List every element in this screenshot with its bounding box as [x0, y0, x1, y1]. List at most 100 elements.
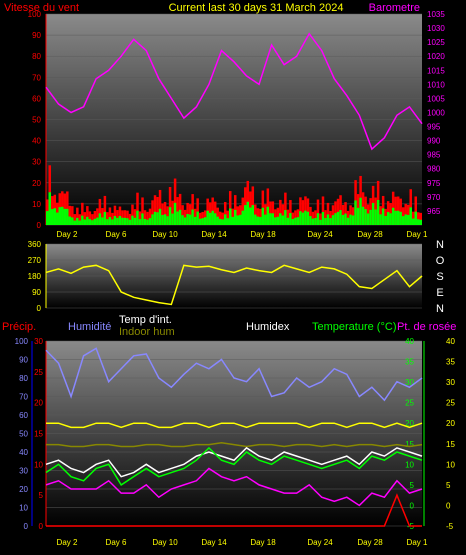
wind-tick-label: 80: [32, 52, 41, 61]
day-tick-label: Day 2: [57, 230, 78, 239]
wind-speed-bar: [108, 207, 112, 225]
wind-avg-bar: [379, 214, 382, 225]
barometer-tick-label: 975: [427, 179, 441, 188]
barometer-tick-label: 1025: [427, 38, 445, 47]
wind-speed-bar: [88, 211, 92, 225]
wind-avg-bar: [148, 218, 152, 225]
day-tick-label: Day 28: [357, 230, 383, 239]
wind-speed-bar: [314, 210, 317, 225]
wind-avg-bar: [304, 210, 307, 225]
precip-tick-label: 20: [34, 399, 43, 408]
wind-tick-label: 100: [28, 10, 42, 19]
wind-avg-bar: [326, 214, 330, 225]
wind-speed-bar: [344, 202, 347, 225]
wind-speed-bar: [324, 210, 327, 225]
wind-speed-label: Vitesse du vent: [4, 2, 79, 14]
wind-speed-bar: [128, 213, 132, 225]
wind-speed-bar: [143, 210, 147, 225]
temp-tick-label-inner: 0: [410, 501, 415, 510]
wind-avg-bar: [193, 216, 197, 225]
wind-avg-bar: [371, 202, 375, 225]
wind-avg-bar: [183, 217, 187, 225]
wind-speed-bar: [221, 212, 224, 225]
precip-line: [46, 493, 422, 527]
wind-avg-bar: [241, 210, 245, 225]
wind-speed-bar: [163, 202, 167, 225]
wind-speed-bar: [148, 208, 152, 225]
wind-avg-bar: [136, 210, 139, 225]
compass-letter: S: [436, 271, 443, 283]
precip-tick-label: 15: [34, 430, 43, 439]
wind-speed-bar: [138, 211, 142, 225]
direction-tick-label: 360: [28, 240, 42, 249]
wind-avg-bar: [123, 217, 127, 225]
wind-avg-bar: [211, 210, 214, 225]
wind-speed-bar: [419, 212, 422, 225]
wind-speed-bar: [111, 212, 114, 225]
wind-avg-bar: [216, 216, 219, 225]
humidity-tick-label: 100: [15, 337, 29, 346]
wind-avg-bar: [66, 208, 69, 225]
wind-avg-bar: [73, 220, 77, 225]
wind-speed-bar: [168, 187, 172, 225]
day-tick-label: Day 1: [407, 230, 428, 239]
wind-avg-bar: [419, 219, 422, 225]
chart-title: Current last 30 days 31 March 2024: [169, 2, 344, 14]
wind-speed-bar: [279, 199, 282, 225]
wind-avg-bar: [236, 215, 240, 225]
wind-avg-bar: [156, 212, 159, 225]
wind-avg-bar: [291, 218, 295, 225]
wind-avg-bar: [198, 218, 202, 225]
temp-tick-label-outer: 10: [446, 460, 455, 469]
wind-avg-bar: [404, 214, 407, 225]
wind-avg-bar: [121, 217, 124, 225]
direction-tick-label: 0: [37, 304, 42, 313]
wind-avg-bar: [133, 217, 137, 225]
wind-speed-bar: [281, 204, 285, 225]
temp-in-line: [46, 422, 423, 429]
indoor-hum-label: Indoor hum: [119, 326, 175, 338]
barometer-tick-label: 965: [427, 207, 441, 216]
wind-speed-bar: [173, 178, 177, 225]
wind-speed-bar: [294, 210, 297, 225]
indoor-hum-line: [46, 441, 423, 448]
wind-speed-bar: [223, 202, 227, 225]
temp-tick-label-outer: 0: [446, 501, 451, 510]
wind-speed-bar: [309, 206, 312, 225]
wind-avg-bar: [284, 210, 287, 225]
wind-avg-bar: [249, 207, 252, 225]
day-tick-label: Day 2: [57, 538, 78, 547]
wind-avg-bar: [289, 213, 292, 225]
wind-avg-bar: [391, 207, 395, 225]
wind-avg-bar: [151, 214, 154, 225]
day-tick-label: Day 10: [152, 230, 178, 239]
wind-avg-bar: [344, 213, 347, 225]
wind-speed-bar: [411, 211, 415, 225]
wind-speed-bar: [218, 211, 222, 225]
wind-speed-bar: [146, 211, 149, 225]
temp-tick-label-inner: 15: [405, 440, 414, 449]
wind-speed-bar: [66, 191, 69, 225]
wind-speed-bar: [151, 200, 154, 225]
barometer-tick-label: 1000: [427, 108, 445, 117]
wind-avg-bar: [53, 208, 57, 225]
wind-avg-bar: [191, 209, 194, 225]
wind-avg-bar: [414, 211, 417, 225]
wind-avg-bar: [369, 209, 372, 225]
wind-speed-axis: 0 10 20 30 40 50 60 70 80 90 100: [28, 10, 47, 230]
wind-avg-bar: [336, 211, 340, 225]
panel1-day-ticks: Day 2 Day 6 Day 10 Day 14 Day 18 Day 24 Day 28…: [57, 230, 428, 239]
wind-avg-bar: [141, 213, 144, 225]
wind-speed-bar: [274, 209, 277, 225]
wind-avg-bar: [78, 220, 82, 225]
wind-avg-bar: [279, 213, 282, 225]
wind-tick-label: 0: [37, 221, 42, 230]
wind-avg-bar: [254, 214, 257, 225]
barometer-tick-label: 970: [427, 193, 441, 202]
wind-avg-bar: [406, 214, 410, 225]
wind-speed-bar: [86, 206, 89, 225]
temp-tick-label-inner: 5: [410, 481, 415, 490]
wind-avg-bar: [381, 208, 385, 225]
wind-avg-bar: [181, 215, 184, 225]
